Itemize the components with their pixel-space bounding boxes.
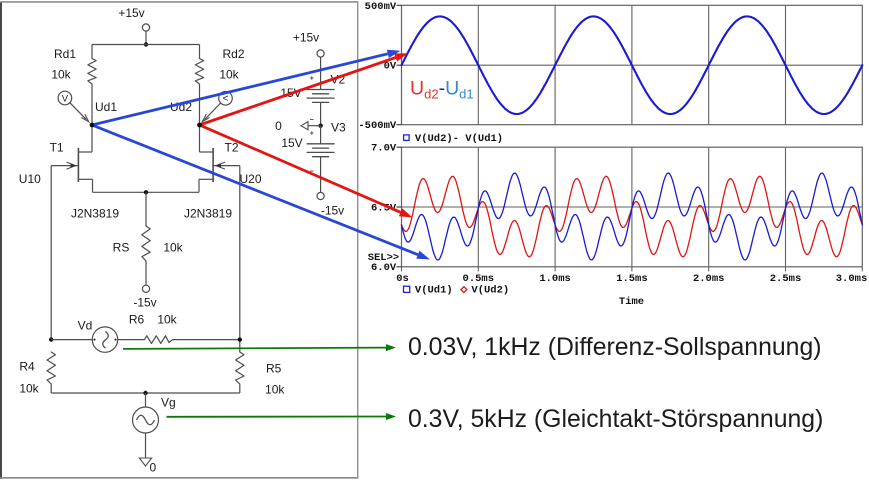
svg-text:-15v: -15v [133,296,156,310]
svg-text:500mV: 500mV [365,1,397,13]
svg-text:J2N3819: J2N3819 [184,207,232,221]
svg-text:0V: 0V [384,61,397,73]
svg-text:2.5ms: 2.5ms [770,273,802,285]
svg-text:SEL>>: SEL>> [368,252,400,264]
svg-text:T2: T2 [224,141,238,155]
svg-text:10k: 10k [157,313,177,327]
svg-text:10k: 10k [163,241,183,255]
svg-text:Ud1: Ud1 [95,100,117,114]
svg-text:V3: V3 [331,121,346,135]
svg-text:U10: U10 [19,172,41,186]
svg-text:1.0ms: 1.0ms [539,273,571,285]
svg-text:-15v: -15v [321,204,344,218]
svg-text:2.0ms: 2.0ms [693,273,725,285]
svg-text:6.0V: 6.0V [371,262,397,274]
svg-text:R6: R6 [129,313,145,327]
svg-text:<: < [223,94,229,105]
svg-text:U20: U20 [239,172,261,186]
svg-text:0.03V, 1kHz (Differenz-Sollspa: 0.03V, 1kHz (Differenz-Sollspannung) [408,334,822,361]
svg-text:0.5ms: 0.5ms [463,273,495,285]
svg-text:1.5ms: 1.5ms [616,273,648,285]
svg-text:V: V [62,94,69,105]
svg-text:T1: T1 [50,141,64,155]
svg-text:Ud2-Ud1: Ud2-Ud1 [410,77,474,101]
svg-text:10k: 10k [19,382,39,396]
svg-text:7.0V: 7.0V [371,143,397,155]
svg-text:0: 0 [150,461,157,475]
svg-text:Vg: Vg [161,396,176,410]
svg-text:Rd1: Rd1 [54,47,76,61]
svg-text:+15v: +15v [118,6,144,20]
svg-text:+15v: +15v [293,31,319,45]
svg-text:R4: R4 [19,360,35,374]
svg-text:Time: Time [619,296,644,308]
svg-text:Vd: Vd [78,319,93,333]
svg-text:6.5V: 6.5V [371,202,397,214]
svg-text:J2N3819: J2N3819 [71,207,119,221]
svg-text:0.3V, 5kHz (Gleichtakt-Störspa: 0.3V, 5kHz (Gleichtakt-Störspannung) [408,406,823,433]
svg-text:V(Ud2)- V(Ud1): V(Ud2)- V(Ud1) [415,133,503,145]
svg-text:-500mV: -500mV [358,120,397,132]
svg-text:10k: 10k [265,383,285,397]
svg-text:V(Ud1): V(Ud1) [415,285,453,297]
svg-text:10k: 10k [219,68,239,82]
svg-text:Rd2: Rd2 [222,47,244,61]
svg-text:RS: RS [113,241,130,255]
svg-text:R5: R5 [266,362,282,376]
svg-text:V(Ud2): V(Ud2) [471,285,509,297]
svg-text:0: 0 [275,119,282,133]
svg-text:3.0ms: 3.0ms [836,273,868,285]
svg-text:0s: 0s [396,273,409,285]
svg-text:10k: 10k [51,68,71,82]
svg-text:15V: 15V [281,136,302,150]
